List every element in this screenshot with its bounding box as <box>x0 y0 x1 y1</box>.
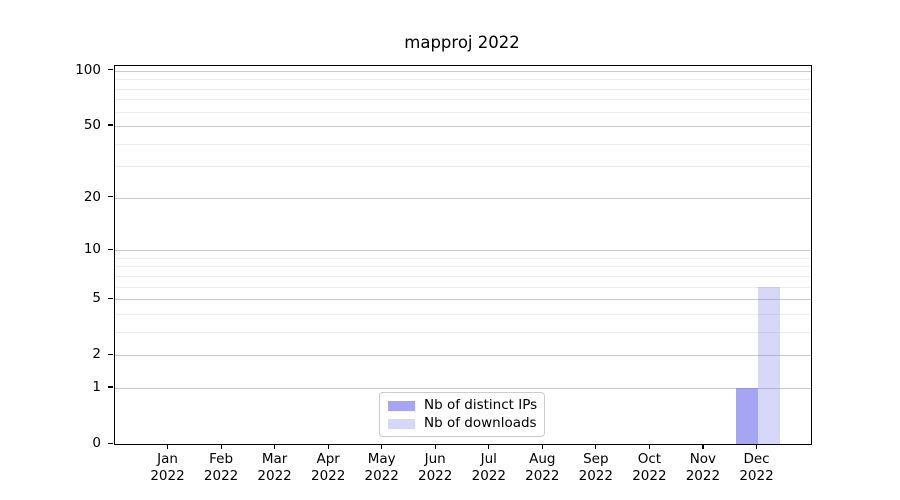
y-tick-label: 10 <box>83 241 101 257</box>
y-tick-label: 1 <box>92 378 101 395</box>
gridline-major <box>115 299 811 301</box>
gridline-major <box>115 70 811 72</box>
chart-title: mapproj 2022 <box>404 33 520 52</box>
y-tick-label: 50 <box>83 116 101 133</box>
x-tick-label: Jan 2022 <box>150 451 185 484</box>
legend-swatch-distinct-ips-icon <box>388 400 415 411</box>
y-tick-label: 5 <box>92 290 101 307</box>
x-tick-mark <box>434 444 436 449</box>
x-tick-label: Sep 2022 <box>578 451 613 484</box>
gridline-minor <box>115 79 811 81</box>
x-tick-mark <box>220 444 222 449</box>
legend-item-distinct-ips: Nb of distinct IPs <box>388 397 538 413</box>
y-tick-mark <box>108 124 113 126</box>
x-tick-label: Jul 2022 <box>471 451 506 484</box>
y-tick-mark <box>108 442 113 444</box>
x-tick-mark <box>702 444 704 449</box>
y-tick-mark <box>108 353 113 355</box>
x-tick-label: Mar 2022 <box>257 451 292 484</box>
y-tick-mark <box>108 297 113 299</box>
gridline-minor <box>115 286 811 288</box>
x-tick-mark <box>648 444 651 449</box>
gridline-minor <box>115 266 811 268</box>
gridline-minor <box>115 257 811 259</box>
x-tick-label: Feb 2022 <box>203 451 239 484</box>
gridline-minor <box>115 166 811 168</box>
x-tick-label: Nov 2022 <box>685 451 721 484</box>
y-tick-label: 0 <box>92 435 101 451</box>
gridline-minor <box>115 99 811 101</box>
legend-label-downloads: Nb of downloads <box>424 415 537 431</box>
gridline-minor <box>115 111 811 113</box>
x-tick-label: Apr 2022 <box>311 451 346 484</box>
gridline-major <box>115 125 811 128</box>
x-tick-mark <box>166 444 169 449</box>
gridline-minor <box>115 331 811 333</box>
gridline-minor <box>115 88 811 90</box>
legend: Nb of distinct IPs Nb of downloads <box>379 392 545 437</box>
x-tick-mark <box>274 444 276 449</box>
x-tick-label: May 2022 <box>364 451 399 484</box>
y-tick-label: 2 <box>92 346 101 363</box>
x-tick-label: Dec 2022 <box>739 451 774 484</box>
x-tick-label: Oct 2022 <box>632 451 667 484</box>
plot-area: Nb of distinct IPs Nb of downloads <box>114 65 812 445</box>
legend-item-downloads: Nb of downloads <box>388 415 537 431</box>
legend-swatch-downloads-icon <box>388 418 415 429</box>
x-tick-mark <box>755 444 758 449</box>
bar-downloads <box>757 286 780 444</box>
y-tick-label: 20 <box>83 188 101 205</box>
y-tick-mark <box>108 386 113 388</box>
gridline-minor <box>115 143 811 145</box>
x-tick-mark <box>541 444 543 449</box>
y-tick-mark <box>108 196 113 198</box>
x-tick-mark <box>488 444 490 449</box>
y-tick-mark <box>108 248 113 250</box>
x-tick-label: Aug 2022 <box>525 451 560 484</box>
x-tick-mark <box>327 444 329 449</box>
gridline-major <box>115 197 811 199</box>
gridline-major <box>115 250 811 252</box>
x-tick-mark <box>381 444 383 449</box>
legend-label-distinct-ips: Nb of distinct IPs <box>424 397 538 413</box>
gridline-minor <box>115 275 811 277</box>
y-tick-mark <box>108 69 113 71</box>
x-tick-mark <box>595 444 597 449</box>
gridline-major <box>115 355 811 357</box>
gridline-major <box>115 387 811 390</box>
bar-distinct-ips <box>735 387 758 444</box>
x-tick-label: Jun 2022 <box>418 451 453 484</box>
y-tick-label: 100 <box>75 61 101 78</box>
gridline-minor <box>115 313 811 315</box>
